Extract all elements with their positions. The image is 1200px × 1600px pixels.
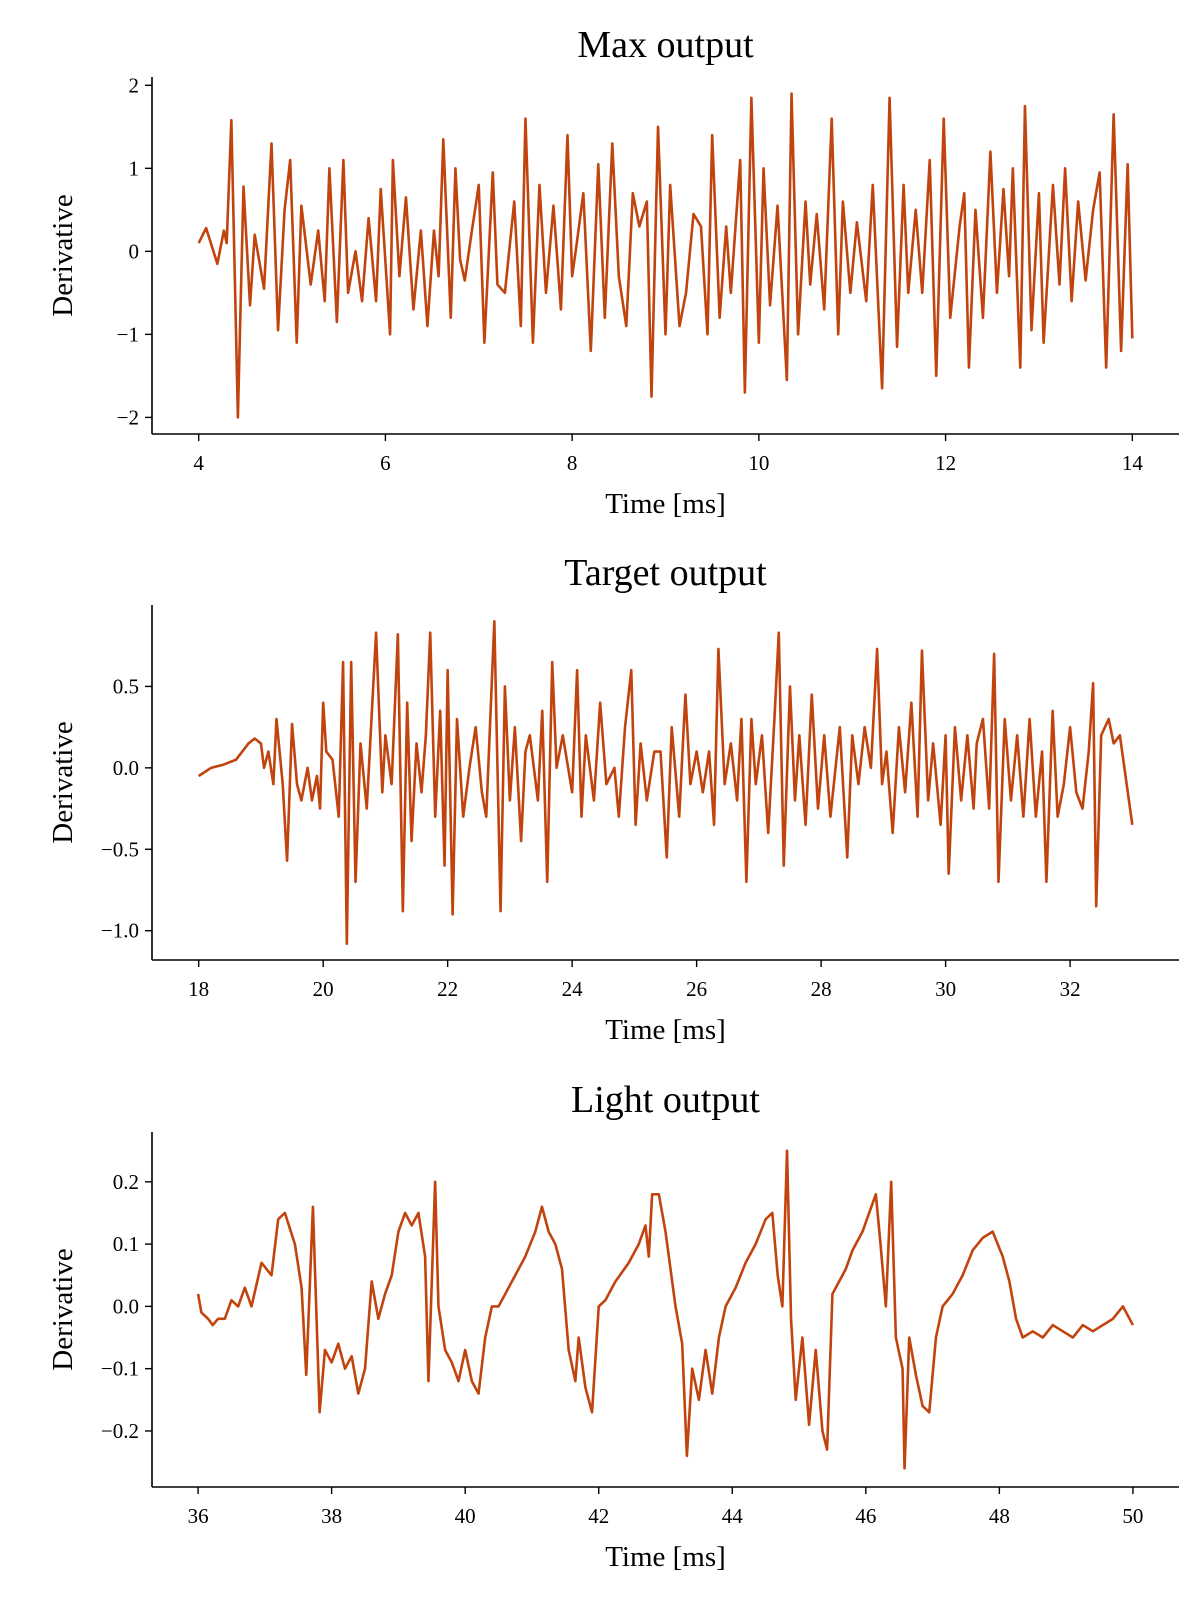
y-tick-label: 0.0: [113, 1294, 139, 1318]
x-tick-label: 40: [455, 1504, 476, 1528]
y-tick-label: 0.2: [113, 1170, 139, 1194]
y-tick-label: −2: [117, 405, 139, 429]
y-tick-label: −1: [117, 322, 139, 346]
plot-area: [197, 92, 1134, 419]
subplot: Light output Time [ms] Derivative 36 38 40 42 4…: [47, 1079, 1179, 1573]
x-tick-label: 22: [437, 977, 458, 1001]
y-tick-label: 0.1: [113, 1232, 139, 1256]
y-tick-label: 0.0: [113, 756, 139, 780]
x-axis-label: Time [ms]: [605, 1541, 726, 1573]
x-tick-label: 38: [321, 1504, 342, 1528]
plot-area: [197, 619, 1134, 946]
x-tick-label: 20: [313, 977, 334, 1001]
y-tick-label: −0.1: [101, 1357, 139, 1381]
data-line: [196, 1149, 1135, 1470]
data-line: [197, 92, 1134, 419]
y-tick-label: 0.5: [113, 674, 139, 698]
x-tick-label: 42: [588, 1504, 609, 1528]
x-tick-label: 44: [722, 1504, 744, 1528]
x-tick-label: 28: [811, 977, 832, 1001]
subplot-title: Max output: [577, 24, 754, 66]
x-tick-label: 10: [748, 451, 769, 475]
y-axis-label: Derivative: [47, 194, 79, 316]
y-tick-label: 1: [129, 156, 140, 180]
x-tick-label: 24: [562, 977, 584, 1001]
y-axis-label: Derivative: [47, 721, 79, 843]
x-axis-label: Time [ms]: [605, 488, 726, 520]
x-axis-label: Time [ms]: [605, 1014, 726, 1046]
data-line: [197, 619, 1134, 946]
subplot-title: Target output: [564, 552, 767, 594]
x-tick-label: 26: [686, 977, 707, 1001]
subplot-title: Light output: [571, 1079, 760, 1121]
x-tick-label: 30: [935, 977, 956, 1001]
x-tick-label: 12: [935, 451, 956, 475]
x-tick-label: 32: [1060, 977, 1081, 1001]
x-tick-label: 6: [380, 451, 391, 475]
x-tick-label: 18: [188, 977, 209, 1001]
y-tick-label: −1.0: [101, 919, 139, 943]
y-tick-label: −0.2: [101, 1419, 139, 1443]
y-tick-label: 2: [129, 73, 140, 97]
y-tick-label: −0.5: [101, 837, 139, 861]
x-tick-label: 8: [567, 451, 578, 475]
x-tick-label: 46: [855, 1504, 876, 1528]
x-tick-label: 4: [193, 451, 204, 475]
y-axis-label: Derivative: [47, 1248, 79, 1370]
x-tick-label: 48: [989, 1504, 1010, 1528]
x-tick-label: 36: [188, 1504, 209, 1528]
plot-area: [196, 1149, 1135, 1470]
x-tick-label: 50: [1122, 1504, 1143, 1528]
x-tick-label: 14: [1122, 451, 1144, 475]
subplot: Target output Time [ms] Derivative 18 20 22 24…: [47, 552, 1179, 1046]
y-tick-label: 0: [129, 239, 140, 263]
